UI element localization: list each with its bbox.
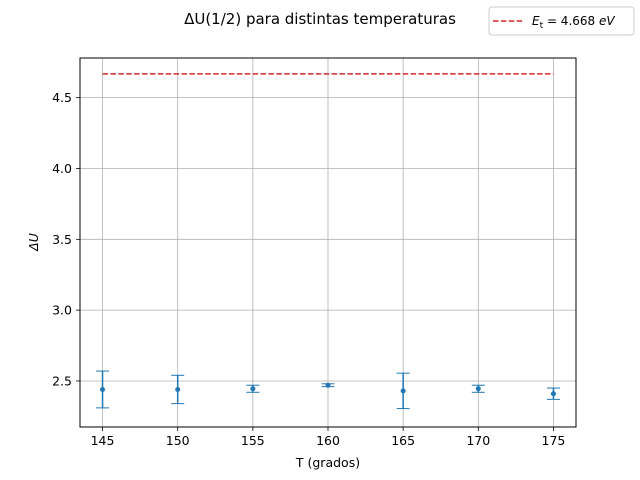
x-tick-label: 145 — [91, 433, 115, 448]
legend-label-sub: t — [540, 21, 544, 31]
x-tick-label: 170 — [466, 433, 490, 448]
x-tick-label: 175 — [542, 433, 566, 448]
y-tick-label: 2.5 — [52, 373, 72, 388]
legend-box — [488, 6, 635, 36]
y-tick-label: 4.0 — [52, 161, 72, 176]
data-point — [475, 386, 481, 392]
data-point — [175, 386, 181, 392]
data-point — [325, 382, 331, 388]
data-point — [100, 386, 106, 392]
x-axis-label: T (grados) — [295, 455, 360, 470]
x-tick-label: 160 — [316, 433, 340, 448]
legend-label-unit: eV — [599, 14, 615, 28]
x-tick-label: 155 — [241, 433, 265, 448]
grid-layer — [80, 58, 576, 427]
x-tick-label: 150 — [166, 433, 190, 448]
data-point — [400, 388, 406, 394]
legend: Et = 4.668 eV — [488, 6, 635, 36]
y-tick-label: 4.5 — [52, 90, 72, 105]
data-point — [550, 391, 556, 397]
legend-label: Et = 4.668 eV — [532, 14, 615, 31]
x-tick-label: 165 — [391, 433, 415, 448]
y-axis-label: ΔU — [26, 233, 41, 252]
legend-label-base: E — [532, 14, 540, 28]
tick-layer: 145 150 155 160 165 170 175 2.5 3.0 3.5 4.0 4.5 — [52, 90, 565, 448]
y-tick-label: 3.5 — [52, 232, 72, 247]
data-point — [250, 386, 256, 392]
series-layer — [96, 73, 560, 410]
chart-title: ΔU(1/2) para distintas temperaturas — [184, 10, 456, 28]
y-tick-label: 3.0 — [52, 303, 72, 318]
legend-label-rest: = 4.668 — [543, 14, 599, 28]
